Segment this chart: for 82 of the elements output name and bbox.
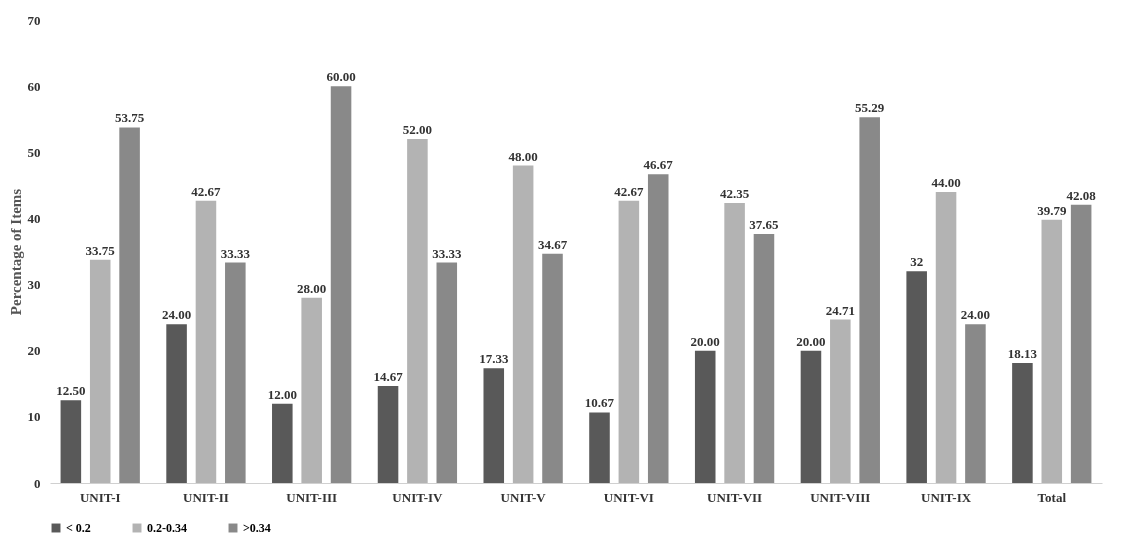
data-label: 37.65: [749, 216, 780, 232]
data-label: 34.67: [537, 236, 568, 252]
data-label: 33.75: [85, 242, 116, 258]
x-tick-label: UNIT-II: [183, 489, 229, 505]
data-label: 39.79: [1037, 202, 1067, 218]
x-tick-label: UNIT-V: [500, 489, 547, 505]
data-label: 12.50: [56, 383, 86, 399]
data-label: 14.67: [373, 368, 404, 384]
data-label: 60.00: [326, 69, 356, 85]
legend-label: >0.34: [243, 521, 271, 535]
bar: [618, 200, 640, 483]
bar: [272, 403, 293, 483]
data-label: 55.29: [855, 100, 885, 116]
data-label: 42.35: [719, 185, 750, 201]
data-label: 12.00: [267, 386, 297, 402]
bar: [647, 174, 669, 483]
y-tick-label: 0: [34, 475, 41, 491]
bar: [1012, 363, 1033, 483]
legend-label: < 0.2: [66, 521, 91, 535]
data-label: 17.33: [479, 351, 509, 367]
y-tick-label: 60: [27, 78, 41, 94]
y-tick-label: 70: [27, 12, 41, 28]
bar: [512, 165, 534, 483]
bar: [330, 86, 352, 483]
data-label: 24.00: [161, 307, 192, 323]
y-tick-label: 20: [27, 343, 41, 359]
data-label: 42.67: [191, 183, 222, 199]
bar: [694, 350, 716, 483]
bar: [906, 271, 927, 483]
bar: [753, 233, 775, 483]
data-label: 48.00: [508, 148, 538, 164]
data-label: 24.00: [960, 307, 991, 323]
bar: [60, 400, 82, 483]
data-label: 53.75: [114, 110, 145, 126]
bar: [1070, 204, 1092, 483]
y-tick-label: 50: [27, 144, 41, 160]
bar: [589, 412, 610, 483]
y-tick-label: 30: [27, 277, 41, 293]
bar: [965, 324, 986, 483]
bar: [436, 262, 458, 483]
data-label: 33.33: [220, 245, 251, 261]
x-tick-label: UNIT-IX: [921, 489, 972, 505]
bar: [859, 117, 880, 483]
y-axis-title: Percentage of Items: [7, 188, 24, 316]
bar: [830, 319, 851, 483]
bar: [483, 368, 505, 483]
bar: [166, 324, 187, 483]
bar: [377, 385, 399, 483]
data-label: 52.00: [402, 122, 433, 138]
bar: [195, 200, 217, 483]
bar: [724, 202, 745, 483]
x-tick-label: UNIT-VIII: [810, 489, 871, 505]
data-label: 20.00: [796, 333, 826, 349]
data-label: 42.08: [1066, 187, 1097, 203]
bar: [301, 297, 322, 483]
y-tick-label: 10: [27, 409, 41, 425]
x-tick-label: UNIT-IV: [392, 489, 444, 505]
data-label: 33.33: [432, 245, 462, 261]
legend-label: 0.2-0.34: [147, 521, 187, 535]
bar: [119, 127, 140, 483]
data-label: 32: [910, 254, 924, 270]
x-tick-label: UNIT-VII: [707, 489, 763, 505]
data-label: 42.67: [614, 183, 644, 199]
bar: [89, 259, 111, 483]
y-tick-label: 40: [27, 210, 41, 226]
bar: [1041, 219, 1063, 483]
bar: [407, 139, 428, 483]
data-label: 18.13: [1007, 346, 1038, 362]
data-label: 20.00: [690, 333, 720, 349]
data-label: 46.67: [643, 157, 674, 173]
x-tick-label: Total: [1037, 489, 1067, 505]
data-label: 24.71: [825, 302, 855, 318]
x-tick-label: UNIT-I: [79, 489, 121, 505]
bar: [225, 262, 246, 483]
x-tick-label: UNIT-III: [286, 489, 338, 505]
bar: [935, 191, 957, 483]
data-label: 28.00: [297, 280, 327, 296]
data-label: 10.67: [584, 395, 615, 411]
bar: [542, 253, 563, 483]
x-tick-label: UNIT-VI: [603, 489, 654, 505]
data-label: 44.00: [931, 174, 961, 190]
bar: [800, 350, 822, 483]
